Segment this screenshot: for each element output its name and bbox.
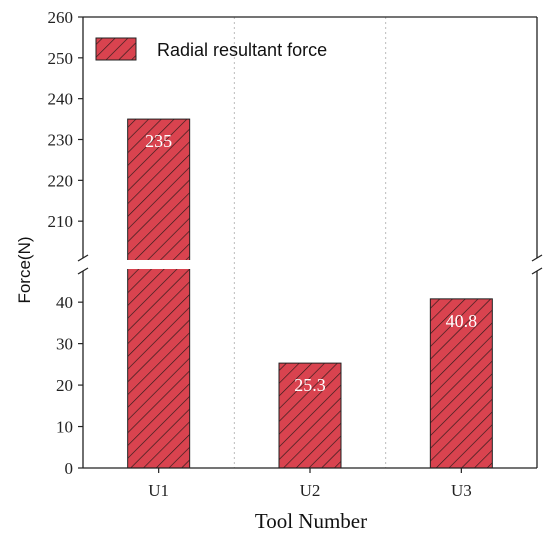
data-label: 235 [145, 131, 172, 151]
bars [126, 118, 493, 469]
legend-swatch [95, 37, 137, 61]
x-tick-label: U1 [148, 481, 169, 500]
y-tick-label: 240 [48, 90, 74, 109]
x-tick-label: U3 [451, 481, 472, 500]
y-tick-label: 0 [65, 459, 74, 478]
bar-u1 [127, 118, 191, 469]
legend-label: Radial resultant force [157, 40, 327, 60]
y-tick-label: 20 [56, 376, 73, 395]
y-tick-label: 250 [48, 49, 74, 68]
y-tick-label: 230 [48, 131, 74, 150]
x-tick-label: U2 [300, 481, 321, 500]
axis-break-mark [77, 254, 89, 262]
x-axis-title: Tool Number [255, 509, 367, 533]
y-tick-label: 220 [48, 171, 74, 190]
tick-labels: U1 U2 U3 0 10 20 30 40 210 220 230 240 250 260 [48, 8, 472, 500]
data-label: 40.8 [446, 311, 478, 331]
axis-break-mark [77, 267, 89, 275]
y-axis-title: Force(N) [15, 236, 34, 303]
y-tick-label: 210 [48, 212, 74, 231]
y-tick-label: 40 [56, 293, 73, 312]
axis-break-mark [531, 267, 543, 275]
legend: Radial resultant force [95, 37, 327, 61]
axes [77, 16, 543, 473]
bar-u2 [278, 362, 342, 469]
bar-u3 [429, 298, 493, 469]
bar-break-gap [126, 260, 191, 269]
y-tick-label: 30 [56, 335, 73, 354]
grid-lines [233, 17, 387, 468]
data-labels: 235 25.3 40.8 [145, 131, 477, 395]
y-tick-label: 10 [56, 418, 73, 437]
data-label: 25.3 [294, 375, 326, 395]
y-tick-label: 260 [48, 8, 74, 27]
axis-break-mark [531, 254, 543, 262]
